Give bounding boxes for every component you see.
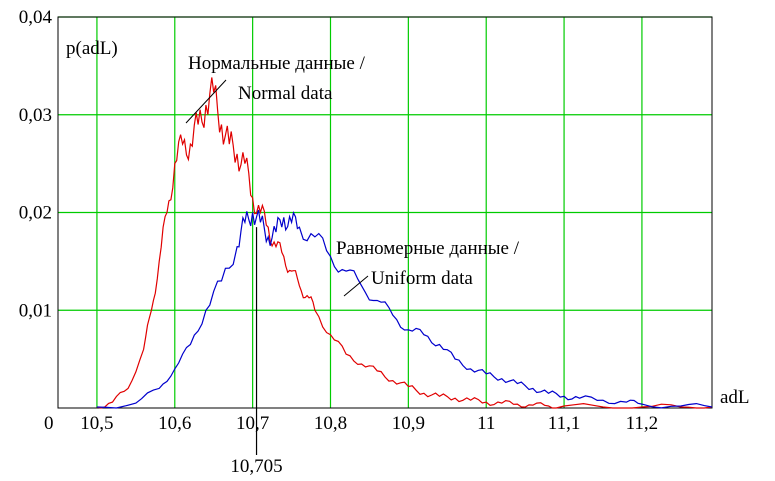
x-tick-label-5: 11 <box>477 413 495 434</box>
x-axis-label: adL <box>720 387 750 408</box>
annotation-normal-ru: Нормальные данные / <box>188 53 366 74</box>
y-tick-label-2: 0,03 <box>19 105 52 126</box>
series-line-1 <box>96 209 713 409</box>
annotation-uniform-leader <box>343 275 369 297</box>
y-axis-label: p(adL) <box>66 38 118 59</box>
annotation-uniform-ru: Равномерные данные / <box>336 238 520 259</box>
x-tick-label-7: 11,2 <box>626 413 659 434</box>
annotation-uniform-en: Uniform data <box>371 268 473 289</box>
x-tick-label-2: 10,7 <box>236 413 269 434</box>
grid <box>58 16 712 408</box>
y-tick-label-0: 0,01 <box>19 300 52 321</box>
y-axis-ticks: 0,01 0,02 0,03 0,04 <box>19 7 53 321</box>
y-tick-label-3: 0,04 <box>19 7 53 28</box>
x-tick-label-3: 10,8 <box>314 413 347 434</box>
y-tick-label-1: 0,02 <box>19 203 52 224</box>
x-tick-label-6: 11,1 <box>548 413 581 434</box>
series-group <box>96 77 713 409</box>
series-line-0 <box>96 77 713 409</box>
plot-border <box>57 16 713 409</box>
annotation-normal-leader <box>185 79 227 124</box>
x-tick-label-0: 10,5 <box>80 413 113 434</box>
x-tick-label-4: 10,9 <box>392 413 425 434</box>
annotation-normal-en: Normal data <box>238 83 333 104</box>
x-tick-label-1: 10,6 <box>158 413 191 434</box>
marker-label: 10,705 <box>230 456 282 477</box>
x-axis-ticks: 10,5 10,6 10,7 10,8 10,9 11 11,1 11,2 <box>80 413 658 434</box>
origin-label: 0 <box>44 413 54 434</box>
